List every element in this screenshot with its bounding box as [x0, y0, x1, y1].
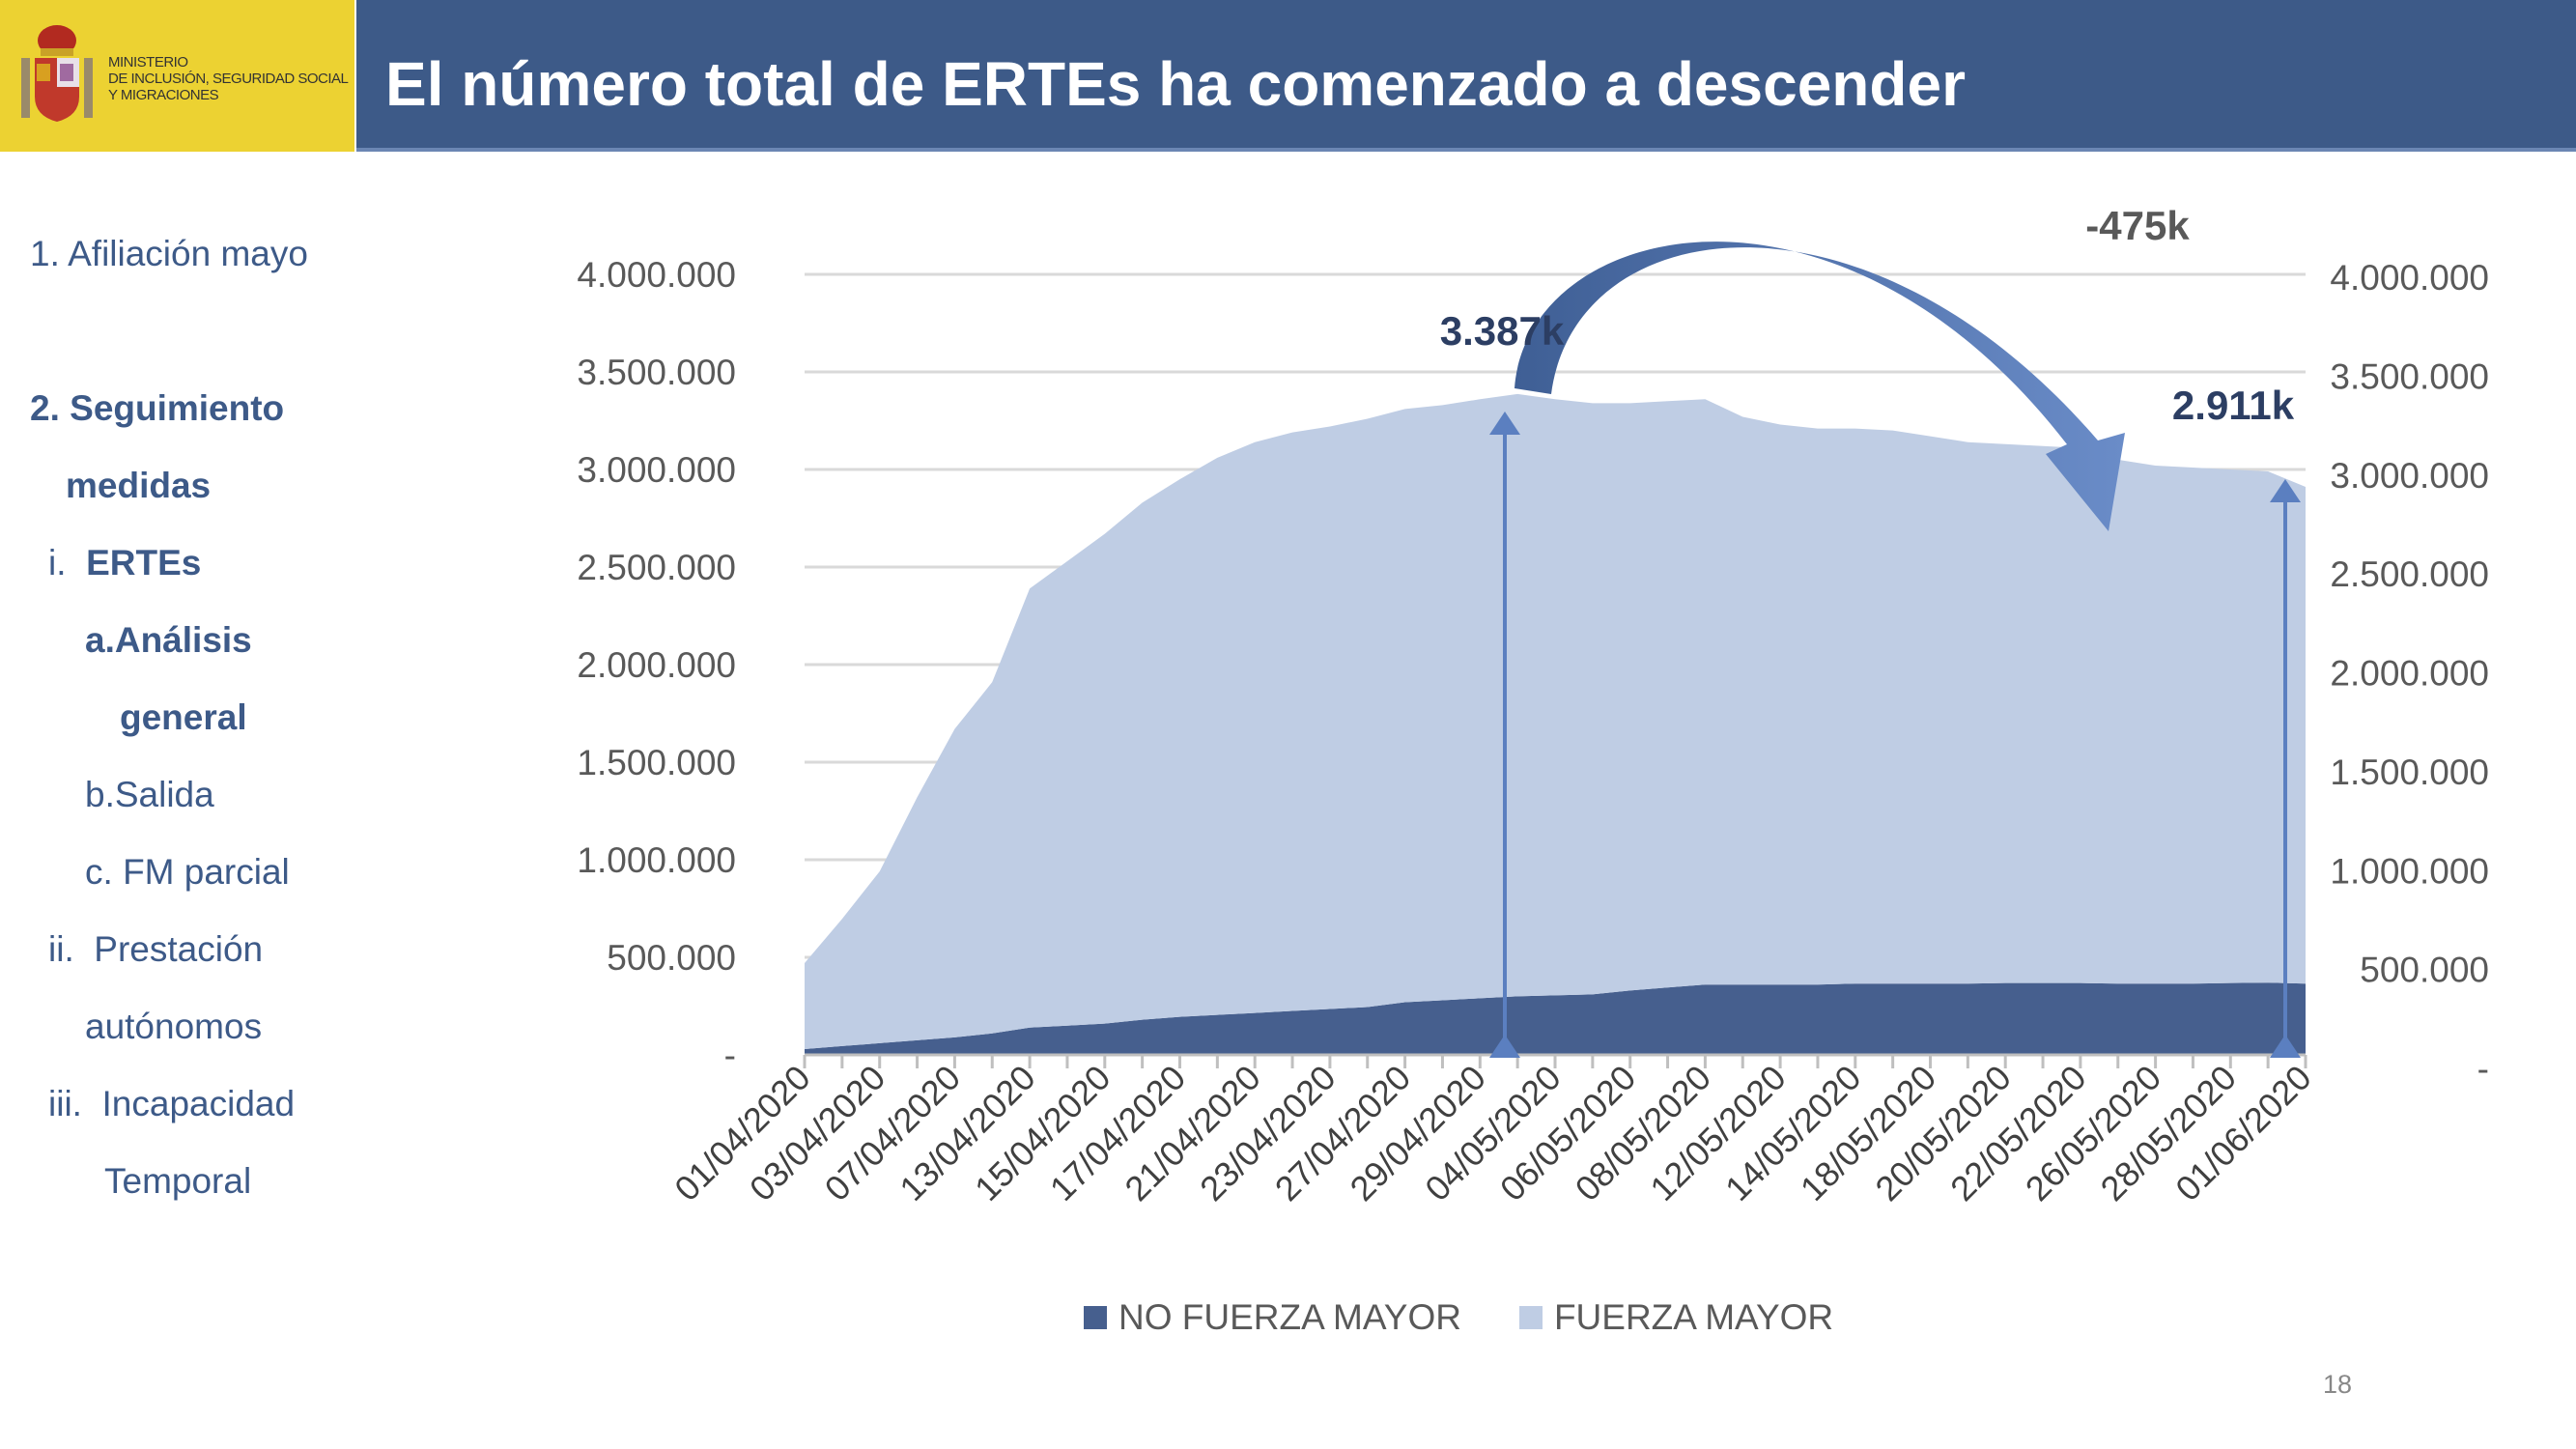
item-number: 1. [30, 234, 60, 273]
chart-legend: NO FUERZA MAYOR FUERZA MAYOR [1084, 1297, 1833, 1338]
item-number: iii. [48, 1084, 82, 1123]
y-tick-label-right: 2.500.000 [2330, 554, 2489, 594]
item-label: Salida [114, 775, 214, 814]
sidebar-item-general[interactable]: general [120, 697, 247, 738]
legend-swatch [1518, 1306, 1543, 1329]
legend-swatch [1084, 1306, 1107, 1329]
item-number: i. [48, 543, 67, 582]
y-tick-label-right: 4.000.000 [2330, 258, 2489, 298]
ministry-logo: MINISTERIO DE INCLUSIÓN, SEGURIDAD SOCIA… [0, 0, 354, 152]
item-label: autónomos [85, 1007, 263, 1046]
y-tick-label-left: 1.500.000 [577, 743, 736, 782]
y-tick-label-left: - [724, 1036, 736, 1075]
y-tick-label-left: 2.500.000 [577, 548, 736, 587]
item-label: FM parcial [123, 852, 290, 892]
peak-label: 3.387k [1440, 308, 1565, 354]
item-label: general [120, 697, 247, 737]
sidebar-item-temporal[interactable]: Temporal [104, 1161, 251, 1202]
sidebar-item-autonomos[interactable]: autónomos [85, 1007, 262, 1047]
sidebar-item-analisis[interactable]: a.Análisis [85, 620, 252, 661]
sidebar-item-medidas[interactable]: medidas [66, 466, 211, 506]
y-tick-label-right: 500.000 [2360, 951, 2489, 990]
area-no-fuerza-mayor [805, 982, 2306, 1055]
item-label: medidas [66, 466, 212, 505]
item-number: a. [85, 620, 115, 660]
sidebar-item-salida[interactable]: b.Salida [85, 775, 214, 815]
y-tick-label-right: 2.000.000 [2330, 654, 2489, 694]
change-label: -475k [2085, 203, 2190, 248]
item-number: 2. [30, 388, 60, 428]
y-tick-label-left: 4.000.000 [577, 255, 736, 295]
sidebar-item-seguimiento[interactable]: 2. Seguimiento [30, 388, 284, 429]
legend-label: NO FUERZA MAYOR [1118, 1297, 1461, 1337]
item-label: Incapacidad [101, 1084, 296, 1123]
legend-item-fuerza-mayor: FUERZA MAYOR [1518, 1297, 1834, 1338]
item-label: Seguimiento [70, 388, 285, 428]
coat-of-arms-icon [21, 25, 93, 122]
sidebar-item-ertes[interactable]: i. ERTEs [48, 543, 201, 583]
y-tick-label-right: 3.000.000 [2330, 456, 2489, 496]
item-label: Afiliación mayo [68, 234, 308, 273]
item-label: Análisis [114, 620, 252, 660]
sidebar-item-prestacion[interactable]: ii. Prestación [48, 929, 263, 970]
title-bar: El número total de ERTEs ha comenzado a … [356, 0, 2576, 152]
y-tick-label-left: 500.000 [607, 938, 736, 978]
item-number: b. [85, 775, 115, 814]
end-label: 2.911k [2172, 383, 2295, 428]
page-title: El número total de ERTEs ha comenzado a … [385, 49, 1966, 119]
sidebar-item-fm-parcial[interactable]: c. FM parcial [85, 852, 290, 893]
y-tick-label-right: - [2477, 1049, 2489, 1089]
ministry-line: Y MIGRACIONES [108, 87, 219, 103]
item-label: ERTEs [86, 543, 202, 582]
ministry-line: DE INCLUSIÓN, SEGURIDAD SOCIAL [108, 71, 349, 87]
ministry-name: MINISTERIO DE INCLUSIÓN, SEGURIDAD SOCIA… [108, 54, 349, 103]
sidebar-item-afiliacion[interactable]: 1. Afiliación mayo [30, 234, 308, 274]
y-tick-label-left: 1.000.000 [577, 840, 736, 880]
y-tick-label-right: 3.500.000 [2330, 356, 2489, 396]
item-label: Prestación [94, 929, 264, 969]
y-tick-label-left: 2.000.000 [577, 645, 736, 685]
y-tick-label-left: 3.000.000 [577, 450, 736, 490]
area-fuerza-mayor [805, 393, 2306, 1049]
sidebar-item-incapacidad[interactable]: iii. Incapacidad [48, 1084, 295, 1124]
y-tick-label-right: 1.000.000 [2330, 851, 2489, 891]
item-number: ii. [48, 929, 74, 969]
ministry-line: MINISTERIO [108, 54, 188, 71]
y-tick-label-right: 1.500.000 [2330, 753, 2489, 792]
legend-label: FUERZA MAYOR [1553, 1297, 1834, 1337]
item-label: Temporal [104, 1161, 252, 1201]
legend-item-no-fuerza-mayor: NO FUERZA MAYOR [1084, 1297, 1461, 1338]
item-number: c. [85, 852, 113, 892]
page-number: 18 [2323, 1370, 2353, 1399]
y-tick-label-left: 3.500.000 [577, 353, 736, 392]
